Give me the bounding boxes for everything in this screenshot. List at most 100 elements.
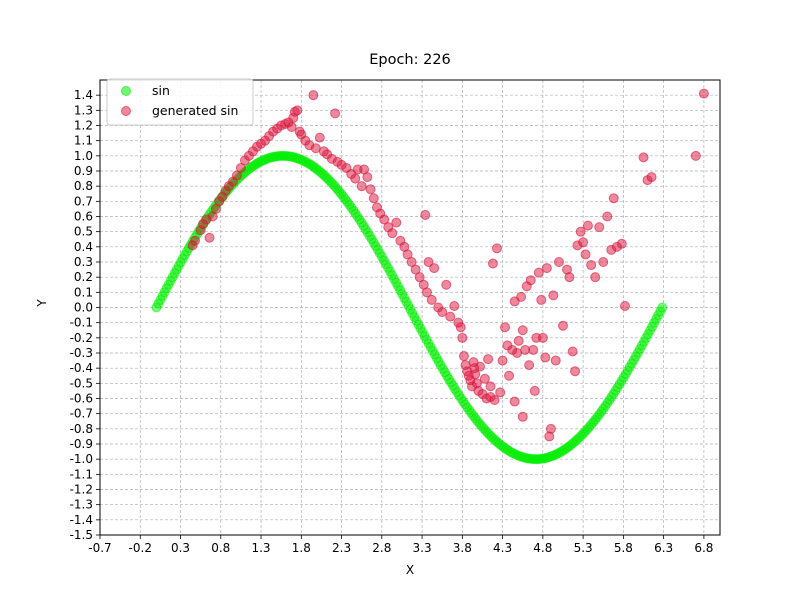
generated-sin-point bbox=[509, 396, 520, 407]
generated-sin-point bbox=[638, 152, 649, 163]
y-tick-label: -0.4 bbox=[70, 361, 93, 375]
generated-sin-point bbox=[548, 290, 559, 301]
y-tick-label: 0.6 bbox=[74, 210, 93, 224]
generated-sin-point bbox=[314, 132, 325, 143]
x-tick-label: 1.3 bbox=[251, 541, 270, 555]
y-tick-label: 1.3 bbox=[74, 103, 93, 117]
y-tick-label: 0.0 bbox=[74, 301, 93, 315]
y-tick-label: 0.3 bbox=[74, 255, 93, 269]
generated-sin-point bbox=[557, 320, 568, 331]
generated-sin-point bbox=[483, 354, 494, 365]
generated-sin-point bbox=[356, 181, 367, 192]
y-tick-label: 1.1 bbox=[74, 134, 93, 148]
generated-sin-point bbox=[449, 300, 460, 311]
generated-sin-point bbox=[564, 272, 575, 283]
legend: sin generated sin bbox=[106, 78, 254, 126]
generated-sin-point bbox=[458, 351, 469, 362]
y-tick-label: -0.5 bbox=[70, 376, 93, 390]
x-tick-label: 4.3 bbox=[493, 541, 512, 555]
generated-sin-point bbox=[445, 311, 456, 322]
generated-sin-point bbox=[540, 352, 551, 363]
y-tick-label: 0.8 bbox=[74, 179, 93, 193]
generated-sin-point bbox=[479, 373, 490, 384]
x-tick-label: 2.8 bbox=[372, 541, 391, 555]
generated-sin-point bbox=[570, 366, 581, 377]
generated-sin-point bbox=[190, 235, 201, 246]
x-tick-label: 3.3 bbox=[413, 541, 432, 555]
generated-sin-point bbox=[598, 257, 609, 267]
generated-sin-point bbox=[580, 249, 591, 260]
x-tick-label: -0.2 bbox=[129, 541, 152, 555]
generated-sin-point bbox=[495, 387, 506, 398]
x-tick-label: 0.8 bbox=[211, 541, 230, 555]
y-tick-label: -0.3 bbox=[70, 346, 93, 360]
y-tick-label: -0.6 bbox=[70, 392, 93, 406]
generated-sin-point bbox=[308, 90, 319, 101]
chart-title: Epoch: 226 bbox=[369, 52, 451, 68]
y-tick-label: -1.1 bbox=[70, 467, 93, 481]
x-tick-label: -0.7 bbox=[88, 541, 111, 555]
x-tick-label: 2.3 bbox=[332, 541, 351, 555]
generated-sin-point bbox=[517, 325, 528, 336]
generated-sin-point bbox=[524, 360, 535, 371]
generated-sin-point bbox=[426, 294, 437, 305]
generated-sin-point bbox=[204, 232, 215, 243]
plot-area: -0.7 -0.2 0.3 0.8 1.3 1.8 2.3 2.8 3.3 3.8 4.3 4.8 5.… bbox=[70, 79, 721, 555]
y-tick-label: -0.1 bbox=[70, 316, 93, 330]
generated-sin-point bbox=[590, 272, 601, 283]
generated-sin-point bbox=[402, 249, 413, 260]
generated-sin-point bbox=[698, 88, 709, 99]
generated-sin-point bbox=[497, 355, 508, 366]
generated-sin-point bbox=[429, 263, 440, 274]
generated-sin-point bbox=[529, 385, 540, 396]
generated-sin-point bbox=[421, 287, 432, 298]
generated-sin-point bbox=[616, 238, 627, 249]
generated-sin-point bbox=[350, 173, 361, 184]
generated-sin-point bbox=[513, 335, 524, 346]
y-tick-label: 0.2 bbox=[74, 270, 93, 284]
legend-label-generated-sin: generated sin bbox=[152, 103, 238, 118]
generated-sin-point bbox=[608, 193, 619, 204]
x-tick-label: 5.8 bbox=[614, 541, 633, 555]
sin-point bbox=[657, 302, 668, 313]
generated-sin-point bbox=[423, 257, 434, 267]
generated-sin-point bbox=[525, 275, 536, 286]
generated-sin-point bbox=[545, 423, 556, 434]
generated-sin-point bbox=[406, 257, 417, 267]
generated-sin-point bbox=[586, 260, 597, 271]
generated-sin-point bbox=[362, 172, 373, 183]
y-tick-label: -1.3 bbox=[70, 498, 93, 512]
y-tick-label: 1.0 bbox=[74, 149, 93, 163]
generated-sin-point bbox=[379, 214, 390, 225]
generated-sin-point bbox=[410, 264, 421, 275]
generated-sin-point bbox=[414, 272, 425, 283]
generated-sin-point bbox=[516, 291, 527, 302]
x-tick-label: 4.8 bbox=[533, 541, 552, 555]
x-tick-label: 0.3 bbox=[171, 541, 190, 555]
y-tick-label: 0.7 bbox=[74, 194, 93, 208]
y-tick-label: 1.2 bbox=[74, 119, 93, 133]
generated-sin-point bbox=[550, 355, 561, 366]
generated-sin-point bbox=[485, 381, 496, 392]
generated-sin-point bbox=[469, 363, 480, 374]
generated-sin-point bbox=[457, 332, 468, 343]
generated-sin-point bbox=[500, 322, 511, 333]
x-tick-label: 1.8 bbox=[292, 541, 311, 555]
y-axis-label: Y bbox=[35, 299, 49, 308]
x-tick-label: 5.3 bbox=[574, 541, 593, 555]
y-tick-label: -1.0 bbox=[70, 452, 93, 466]
y-tick-label: -1.2 bbox=[70, 483, 93, 497]
y-tick-label: 1.4 bbox=[74, 88, 93, 102]
generated-sin-point bbox=[235, 162, 246, 173]
y-tick-label: -0.8 bbox=[70, 422, 93, 436]
y-tick-label: 0.1 bbox=[74, 285, 93, 299]
y-tick-label: -0.9 bbox=[70, 437, 93, 451]
y-tick-label: -0.7 bbox=[70, 407, 93, 421]
generated-sin-point bbox=[690, 150, 701, 161]
legend-marker-sin bbox=[121, 86, 131, 96]
generated-sin-point bbox=[491, 243, 502, 254]
x-tick-label: 3.8 bbox=[453, 541, 472, 555]
generated-sin-point bbox=[536, 294, 547, 305]
generated-sin-point bbox=[391, 217, 402, 228]
